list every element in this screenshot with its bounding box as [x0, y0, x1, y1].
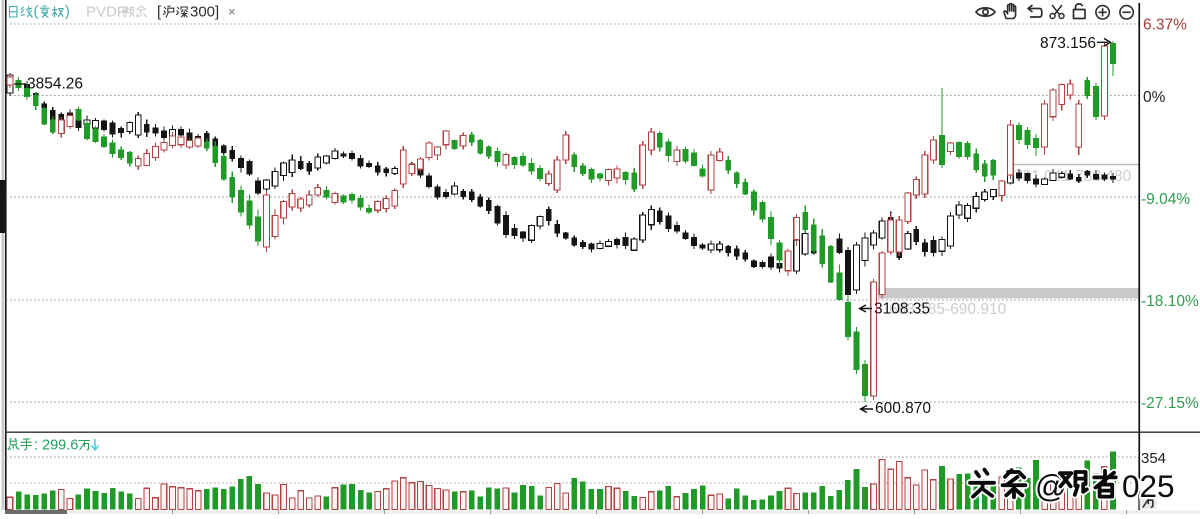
svg-text:-9.04%: -9.04% — [1141, 191, 1190, 208]
svg-text:873.156: 873.156 — [1040, 35, 1096, 52]
svg-text:600.870: 600.870 — [875, 400, 931, 417]
svg-text:025: 025 — [1122, 468, 1175, 504]
svg-text:[: [ — [157, 4, 162, 21]
svg-text:0%: 0% — [1143, 89, 1166, 106]
svg-text:6.37%: 6.37% — [1143, 17, 1187, 34]
svg-text:-27.15%: -27.15% — [1141, 395, 1199, 412]
svg-text:×: × — [228, 4, 236, 19]
svg-text:-18.10%: -18.10% — [1141, 293, 1199, 310]
svg-text:3108.35: 3108.35 — [874, 301, 930, 318]
svg-text:3854.26: 3854.26 — [27, 76, 83, 93]
svg-text:354: 354 — [1141, 450, 1166, 467]
svg-text:: 299.6: : 299.6 — [34, 438, 78, 454]
svg-text:300]: 300] — [190, 4, 219, 21]
svg-text:683.185-690.910: 683.185-690.910 — [889, 301, 1007, 318]
svg-text:(: ( — [34, 4, 39, 20]
svg-text:PVDF: PVDF — [86, 4, 126, 21]
svg-text:): ) — [65, 4, 70, 20]
